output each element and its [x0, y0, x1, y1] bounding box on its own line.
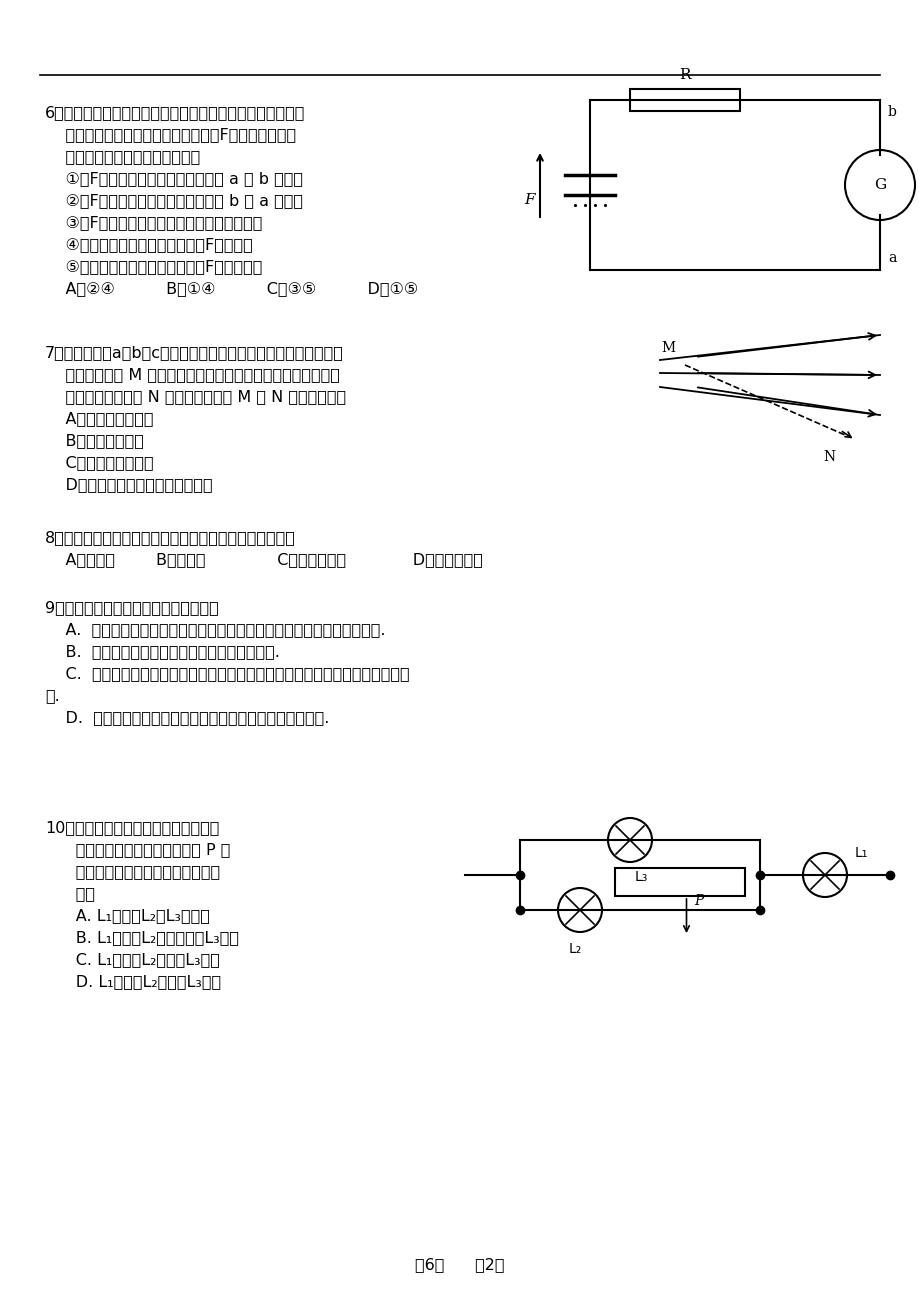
Text: C.  用内际较大的电压表直接测量电源的正负极之间的电压値约等于电源的电动: C. 用内际较大的电压表直接测量电源的正负极之间的电压値约等于电源的电动 — [45, 666, 409, 681]
Text: B.  外电路断开时的路端电压等于电源的电动势.: B. 外电路断开时的路端电压等于电源的电动势. — [45, 644, 279, 659]
Text: 沿图中虚线运动到 N 点，则该电荷从 M 向 N 运动的过程中: 沿图中虚线运动到 N 点，则该电荷从 M 向 N 运动的过程中 — [45, 389, 346, 404]
Text: 10、如图所示，电路两端的电压保持不: 10、如图所示，电路两端的电压保持不 — [45, 820, 219, 835]
Text: 定压力的电容式传感器，当待测压力F作用于可动膜片: 定压力的电容式传感器，当待测压力F作用于可动膜片 — [45, 127, 296, 142]
Text: N: N — [822, 450, 834, 464]
Text: A. L₁变亮，L₂和L₃皆变暗: A. L₁变亮，L₂和L₃皆变暗 — [45, 907, 210, 923]
Text: 共6页      第2页: 共6页 第2页 — [414, 1257, 505, 1273]
Text: 有一点电荷从 M 点射入电场，在电场力（只受电场力）作用下: 有一点电荷从 M 点射入电场，在电场力（只受电场力）作用下 — [45, 367, 339, 382]
Text: L₃: L₃ — [634, 870, 648, 884]
Text: ②若F向上压膜片电极，电路中有从 b 到 a 的电流: ②若F向上压膜片电极，电路中有从 b 到 a 的电流 — [45, 192, 302, 208]
Text: A、②④          B、①④          C、③⑤          D、①⑤: A、②④ B、①④ C、③⑤ D、①⑤ — [45, 281, 418, 296]
Text: 6、传感器是一种采集信息的重要器件，如图所示的是一种测: 6、传感器是一种采集信息的重要器件，如图所示的是一种测 — [45, 105, 305, 120]
Text: G: G — [873, 178, 885, 192]
Text: ③若F向上压膜片电极，电路中不会出现电流: ③若F向上压膜片电极，电路中不会出现电流 — [45, 214, 262, 230]
Text: ①若F向上压膜片电极，电路中有从 a 到 b 的电流: ①若F向上压膜片电极，电路中有从 a 到 b 的电流 — [45, 172, 302, 186]
Text: P: P — [694, 894, 703, 907]
Text: B、动能一直减小: B、动能一直减小 — [45, 433, 143, 448]
Text: C、电势能一直减少: C、电势能一直减少 — [45, 455, 153, 471]
Bar — [630, 88, 739, 110]
Text: 7、如图所示，a、b、c为一点电荷形成的电场中的三条电场线，另: 7、如图所示，a、b、c为一点电荷形成的电场中的三条电场线，另 — [45, 344, 344, 360]
Text: b: b — [887, 105, 896, 120]
Text: 况是: 况是 — [45, 887, 95, 901]
Text: F: F — [524, 192, 535, 207]
Text: 9、下列关于电源电动势的说法正确的是: 9、下列关于电源电动势的说法正确的是 — [45, 601, 219, 615]
Text: D、动能和电势能的总和一直减少: D、动能和电势能的总和一直减少 — [45, 477, 212, 491]
Bar — [614, 868, 744, 896]
Text: D. L₁变亮，L₂变亮，L₃变暗: D. L₁变亮，L₂变亮，L₃变暗 — [45, 974, 221, 989]
Text: A.  电动势是用来比较电源将其他形式的能转化为电能本领大小的物理量.: A. 电动势是用来比较电源将其他形式的能转化为电能本领大小的物理量. — [45, 621, 385, 637]
Text: C. L₁变暗，L₂变亮，L₃变亮: C. L₁变暗，L₂变亮，L₃变亮 — [45, 952, 220, 967]
Text: 变，当滑动变阵器的滑动触头 P 向: 变，当滑动变阵器的滑动触头 P 向 — [45, 842, 230, 857]
Text: A、加速度一直减小: A、加速度一直减小 — [45, 411, 153, 426]
Text: A、输电线        B、电炉丝              C、电磁铁线圈             D、电灯泡灯丝: A、输电线 B、电炉丝 C、电磁铁线圈 D、电灯泡灯丝 — [45, 552, 482, 567]
Text: 势.: 势. — [45, 688, 60, 703]
Text: ⑤若电流表有示数，则说明压力F不发生变化: ⑤若电流表有示数，则说明压力F不发生变化 — [45, 259, 262, 274]
Text: D.  外电路的总电阵越小，则路端电压越接近电源的电动势.: D. 外电路的总电阵越小，则路端电压越接近电源的电动势. — [45, 710, 329, 725]
Text: ④若电流表有示数，则说明压力F发生变化: ④若电流表有示数，则说明压力F发生变化 — [45, 237, 253, 252]
Text: R: R — [678, 68, 690, 82]
Text: M: M — [660, 341, 675, 355]
Text: 右移动时，三个灯泡亮度的变化情: 右移动时，三个灯泡亮度的变化情 — [45, 864, 220, 879]
Text: L₁: L₁ — [854, 846, 868, 861]
Text: a: a — [887, 251, 895, 265]
Text: B. L₁变暗，L₂不能确定，L₃变暗: B. L₁变暗，L₂不能确定，L₃变暗 — [45, 930, 239, 945]
Text: 8、如果我们能造出可供实用的超导体，那么它可用来制作: 8、如果我们能造出可供实用的超导体，那么它可用来制作 — [45, 530, 296, 545]
Text: 电极上时，下列说法中正确的是: 电极上时，下列说法中正确的是 — [45, 150, 200, 164]
Text: L₂: L₂ — [568, 942, 581, 956]
